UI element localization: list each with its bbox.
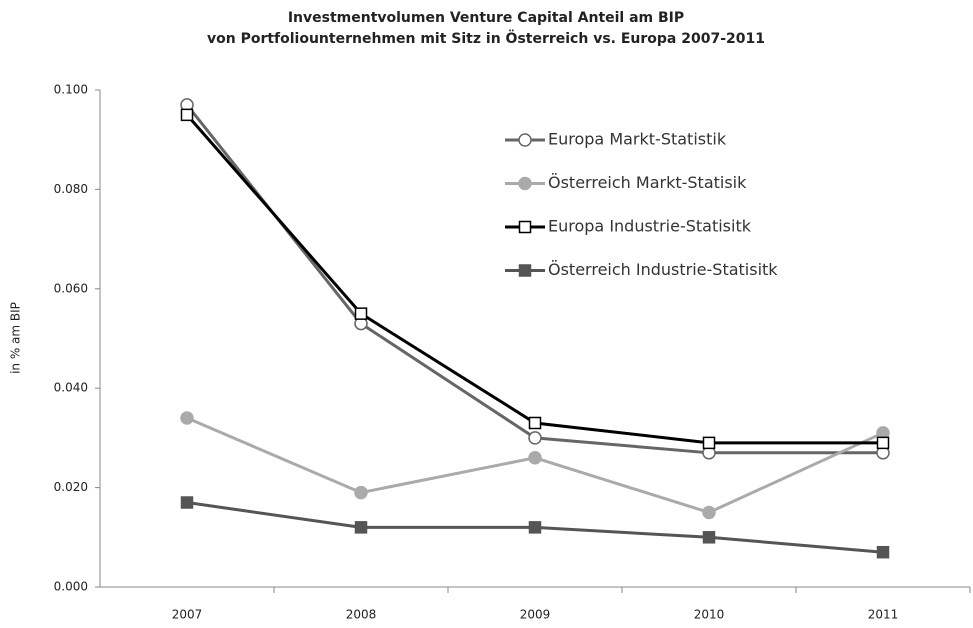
- marker: [528, 431, 542, 445]
- marker: [876, 436, 890, 450]
- x-tick-label: 2011: [868, 608, 899, 622]
- x-tick-label: 2008: [346, 608, 377, 622]
- chart-title: Investmentvolumen Venture Capital Anteil…: [288, 10, 684, 26]
- y-tick-label: 0.100: [54, 83, 88, 97]
- y-tick-label: 0.060: [54, 281, 88, 295]
- marker: [702, 505, 716, 520]
- legend-label: Österreich Industrie-Statisitk: [548, 260, 778, 279]
- legend-label: Europa Markt-Statistik: [548, 130, 727, 149]
- x-tick-label: 2009: [520, 608, 551, 622]
- y-tick-label: 0.080: [54, 182, 88, 196]
- marker: [354, 521, 368, 534]
- series-line: [185, 103, 883, 455]
- legend-marker: [518, 264, 532, 277]
- marker: [180, 411, 194, 425]
- legend-marker: [518, 220, 532, 234]
- legend-marker: [518, 176, 532, 191]
- chart-subtitle: von Portfoliounternehmen mit Sitz in Öst…: [207, 29, 765, 47]
- legend-marker: [518, 133, 532, 147]
- y-tick-label: 0.020: [54, 480, 88, 494]
- marker: [876, 545, 890, 559]
- marker: [180, 108, 194, 122]
- x-tick-label: 2010: [694, 608, 725, 622]
- marker: [528, 521, 542, 534]
- marker: [528, 416, 542, 430]
- marker: [702, 531, 716, 544]
- series-line: [185, 113, 883, 445]
- legend-label: Österreich Markt-Statisik: [548, 173, 747, 192]
- marker: [354, 485, 368, 500]
- x-tick-label: 2007: [172, 608, 203, 622]
- marker: [180, 496, 194, 509]
- y-tick-label: 0.040: [54, 381, 88, 395]
- y-axis-label: in % am BIP: [9, 302, 23, 374]
- marker: [354, 307, 368, 320]
- marker: [702, 436, 716, 450]
- legend-label: Europa Industrie-Statisitk: [548, 217, 752, 236]
- y-tick-label: 0.000: [54, 580, 88, 594]
- marker: [528, 451, 542, 465]
